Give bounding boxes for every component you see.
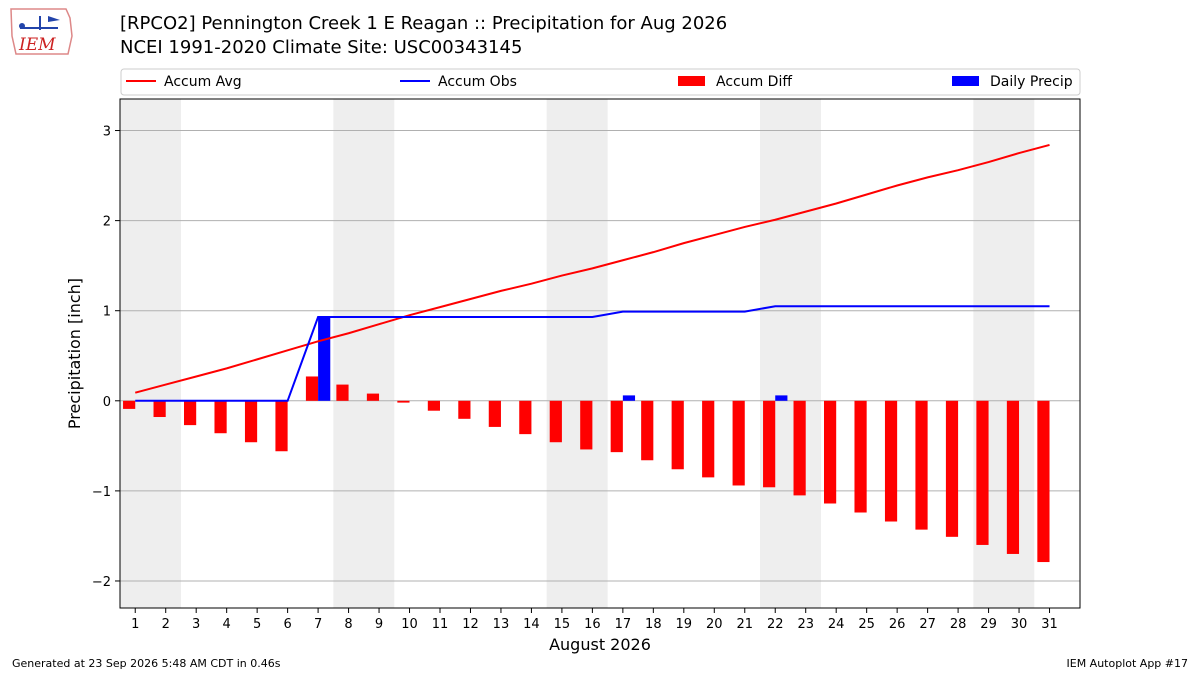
- x-tick-label: 10: [401, 617, 418, 632]
- accum-diff-bar: [610, 400, 623, 453]
- legend-box: [120, 68, 1081, 96]
- y-tick-label: 1: [103, 305, 111, 320]
- x-tick-label: 7: [314, 617, 322, 632]
- accum-diff-bar: [488, 400, 501, 427]
- x-tick-label: 24: [828, 617, 845, 632]
- iem-logo: IEM: [10, 8, 73, 55]
- weekend-band: [120, 99, 181, 608]
- x-tick-label: 15: [554, 617, 571, 632]
- x-tick-label: 27: [919, 617, 936, 632]
- accum-diff-bar: [305, 376, 319, 401]
- x-tick-label: 13: [493, 617, 510, 632]
- legend-label: Accum Avg: [164, 74, 242, 90]
- accum-diff-bar: [123, 400, 136, 409]
- daily-precip-bar: [622, 395, 636, 401]
- x-tick-label: 18: [645, 617, 662, 632]
- x-tick-label: 16: [584, 617, 601, 632]
- accum-diff-bar: [884, 400, 898, 522]
- chart-subtitle: NCEI 1991-2020 Climate Site: USC00343145: [120, 37, 523, 58]
- weekend-band: [333, 99, 395, 608]
- accum-diff-bar: [519, 400, 532, 435]
- y-tick-label: −2: [92, 575, 111, 590]
- x-tick-label: 17: [615, 617, 632, 632]
- x-tick-label: 25: [858, 617, 875, 632]
- accum-diff-bar: [580, 400, 593, 450]
- accum-diff-bar: [854, 400, 867, 513]
- legend-bar-swatch: [952, 76, 979, 86]
- y-axis-label: Precipitation [inch]: [65, 278, 84, 429]
- accum-diff-bar: [184, 400, 197, 426]
- legend-label: Accum Diff: [716, 74, 792, 90]
- x-tick-label: 8: [344, 617, 352, 632]
- legend-item: Accum Diff: [678, 74, 792, 90]
- plot-frame: [119, 98, 1081, 609]
- legend: Accum Avg Accum Obs Accum Diff Daily Precip: [120, 68, 1081, 96]
- x-tick-label: 21: [736, 617, 753, 632]
- generated-timestamp: Generated at 23 Sep 2026 5:48 AM CDT in …: [12, 657, 281, 670]
- y-tick-label: 0: [103, 395, 111, 410]
- legend-item: Accum Obs: [400, 74, 517, 90]
- x-tick-label: 22: [767, 617, 784, 632]
- x-tick-label: 26: [889, 617, 906, 632]
- accum-diff-bar: [458, 400, 471, 419]
- x-tick-label: 23: [797, 617, 814, 632]
- x-tick-label: 4: [223, 617, 231, 632]
- x-tick-label: 28: [950, 617, 967, 632]
- accum-diff-bar: [976, 400, 989, 545]
- legend-label: Accum Obs: [438, 74, 517, 90]
- logo-text: IEM: [18, 35, 56, 55]
- accum-diff-bar: [732, 400, 745, 486]
- app-credit: IEM Autoplot App #17: [1066, 657, 1189, 670]
- x-tick-label: 14: [523, 617, 540, 632]
- accum-diff-bar: [427, 400, 440, 411]
- x-tick-label: 5: [253, 617, 261, 632]
- x-tick-label: 6: [283, 617, 291, 632]
- accum-diff-bar: [1006, 400, 1020, 554]
- legend-item: Accum Avg: [126, 74, 242, 90]
- accum-diff-bar: [336, 384, 349, 401]
- accum-diff-bar: [702, 400, 715, 478]
- daily-precip-bar: [318, 317, 331, 401]
- y-tick-label: −1: [92, 485, 111, 500]
- x-tick-label: 20: [706, 617, 723, 632]
- y-tick-label: 2: [103, 215, 111, 230]
- x-tick-label: 9: [375, 617, 383, 632]
- legend-bar-swatch: [678, 76, 705, 86]
- x-tick-label: 3: [192, 617, 200, 632]
- legend-item: Daily Precip: [952, 74, 1073, 90]
- x-tick-label: 2: [162, 617, 170, 632]
- accum-diff-bar: [824, 400, 837, 504]
- accum-diff-bar: [549, 400, 562, 443]
- x-tick-label: 19: [676, 617, 693, 632]
- x-axis-label: August 2026: [549, 635, 651, 654]
- x-tick-label: 30: [1011, 617, 1028, 632]
- y-tick-label: 3: [103, 125, 111, 140]
- x-tick-label: 1: [131, 617, 139, 632]
- legend-label: Daily Precip: [990, 74, 1073, 90]
- x-tick-label: 11: [432, 617, 449, 632]
- daily-precip-bar: [775, 395, 788, 401]
- x-tick-label: 31: [1041, 617, 1058, 632]
- accum-diff-bar: [153, 400, 166, 418]
- accum-diff-bar: [244, 400, 258, 443]
- accum-diff-bar: [915, 400, 928, 530]
- chart-title: [RPCO2] Pennington Creek 1 E Reagan :: P…: [120, 13, 728, 34]
- accum-diff-bar: [641, 400, 654, 461]
- accum-diff-bar: [945, 400, 959, 537]
- accum-diff-bar: [397, 400, 410, 403]
- accum-obs-line: [135, 305, 1050, 402]
- x-tick-label: 29: [980, 617, 997, 632]
- weekend-band: [546, 99, 608, 608]
- weekend-band: [760, 99, 821, 608]
- accum-diff-bar: [366, 393, 380, 401]
- accum-diff-bar: [275, 400, 288, 452]
- accum-diff-bar: [214, 400, 227, 434]
- x-tick-label: 12: [462, 617, 479, 632]
- accum-diff-bar: [763, 400, 776, 488]
- accum-diff-bar: [793, 400, 806, 496]
- accum-diff-bar: [1037, 400, 1050, 563]
- accum-diff-bar: [671, 400, 684, 470]
- accum-avg-line: [134, 143, 1050, 394]
